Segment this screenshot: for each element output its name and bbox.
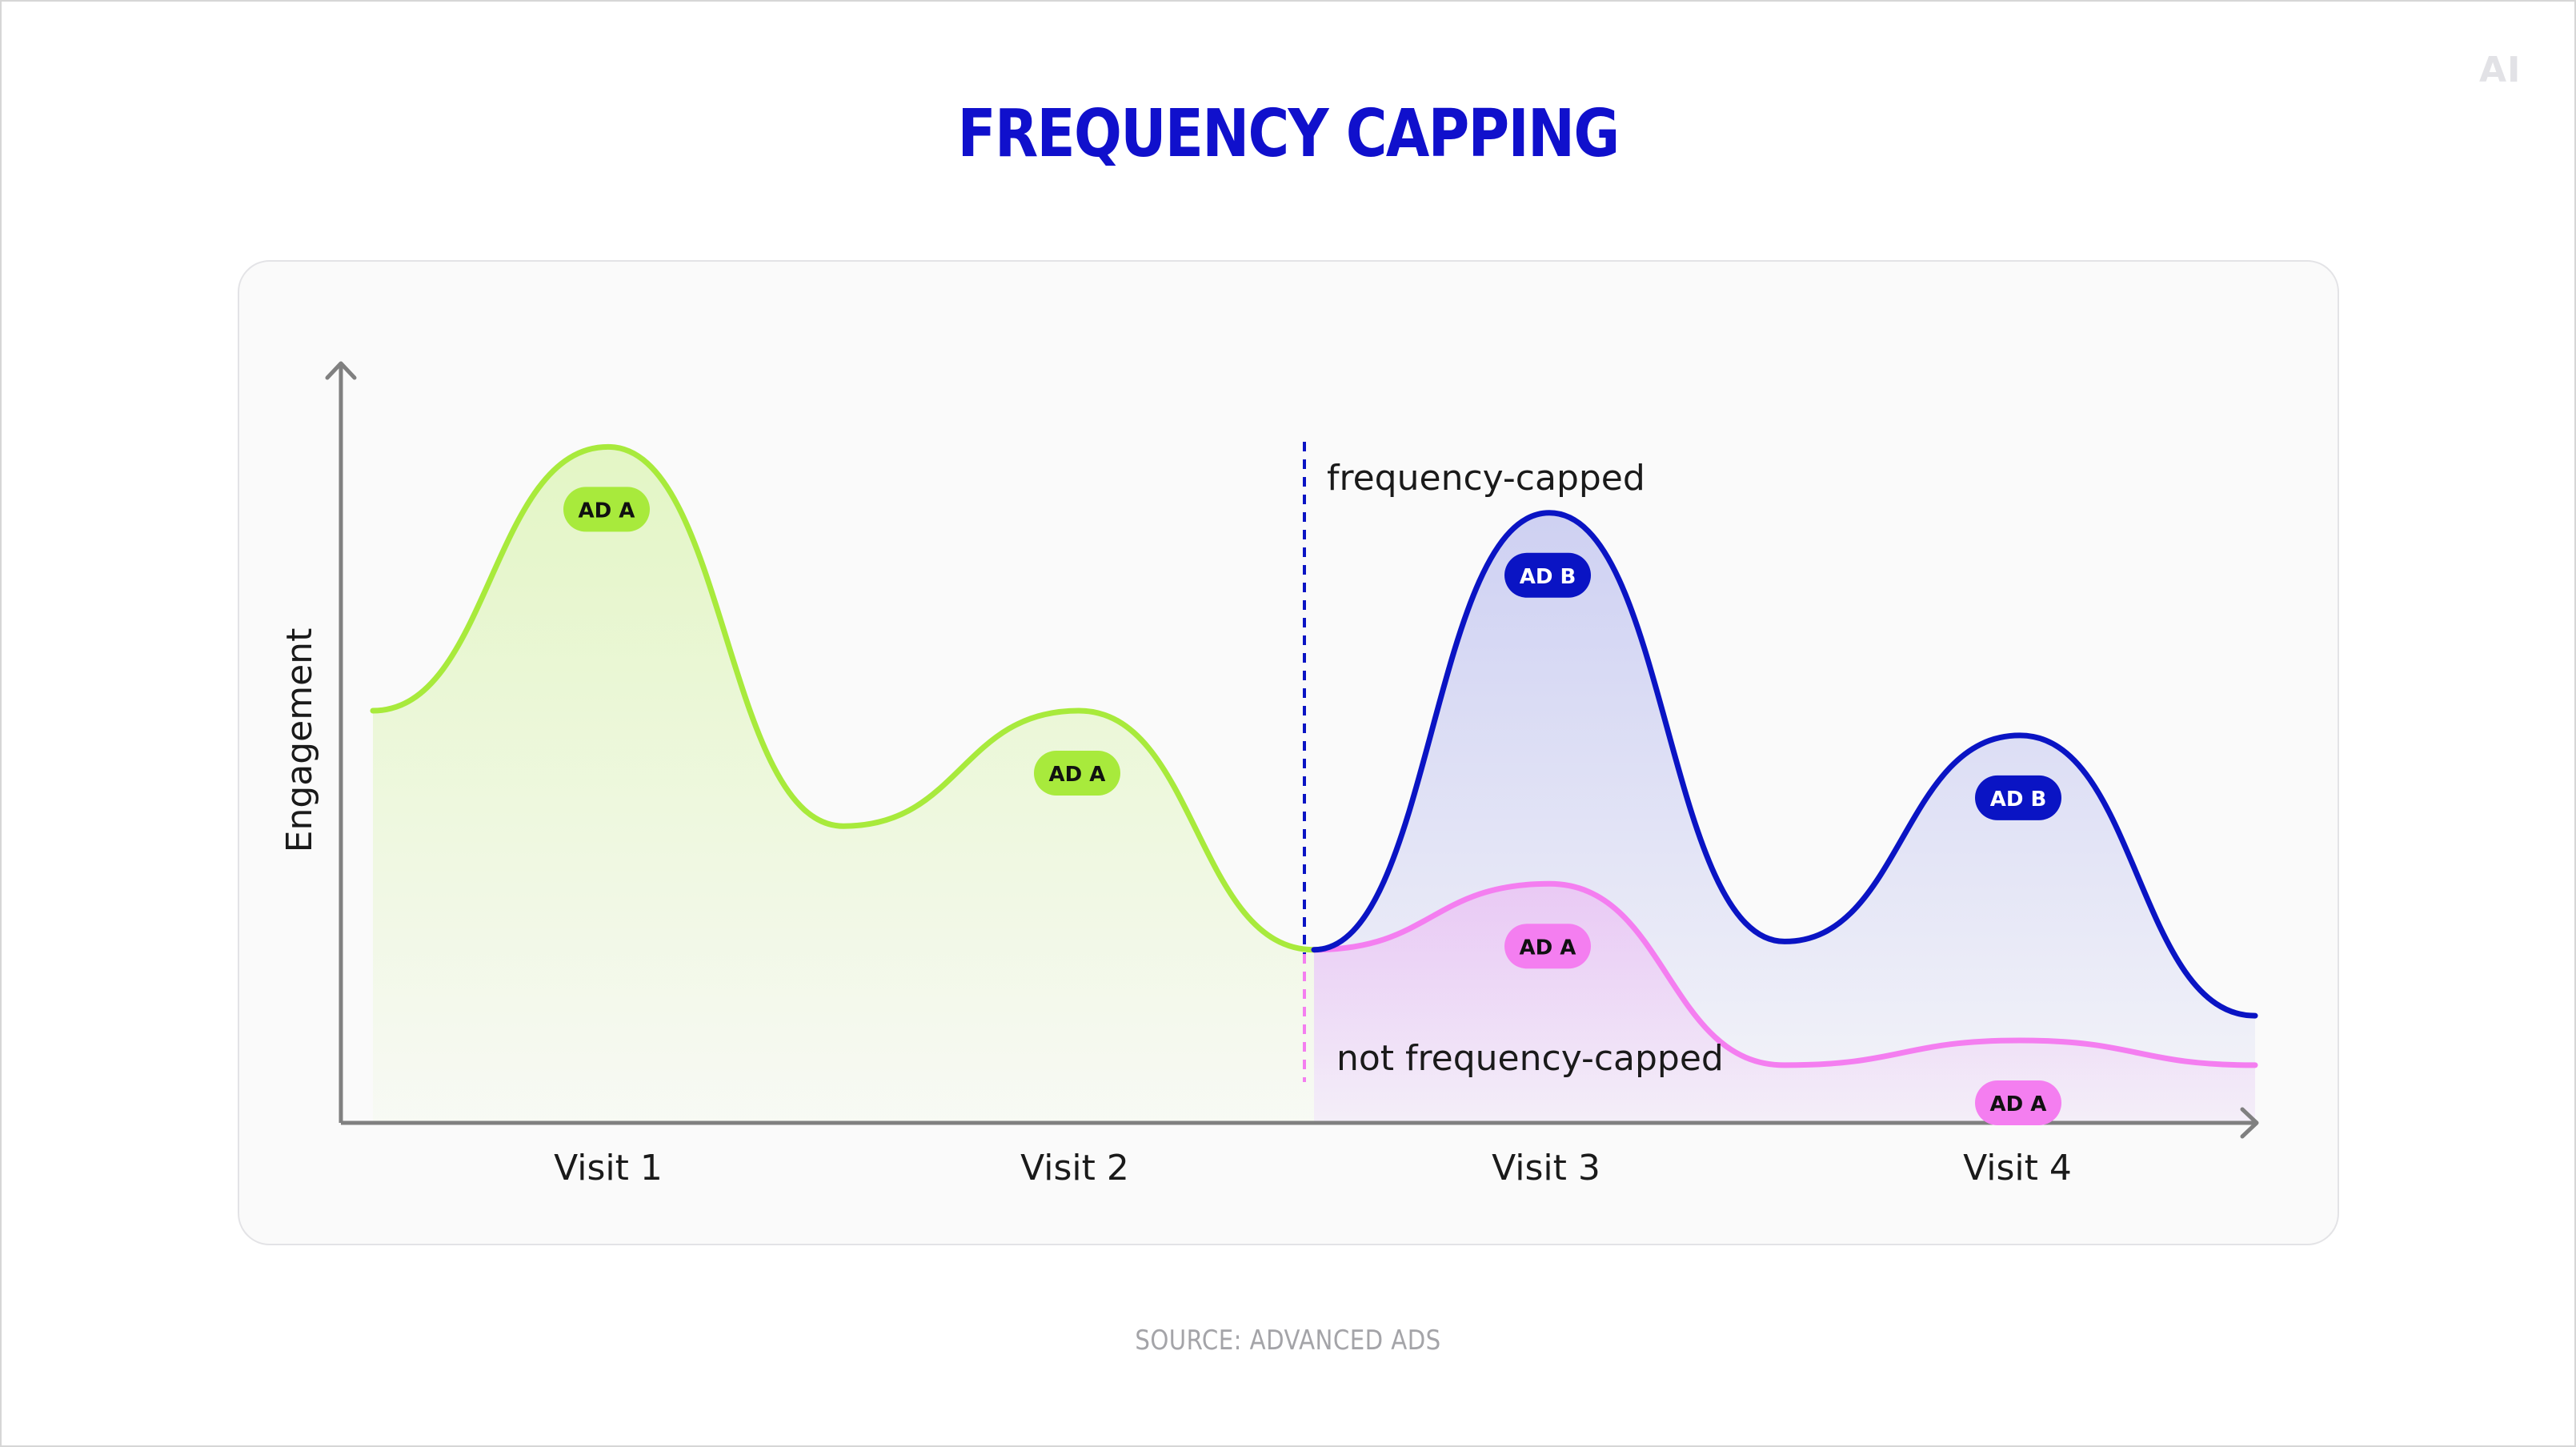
y-axis-label: Engagement — [279, 628, 320, 853]
badge-label: AD A — [1520, 936, 1576, 960]
series-line-capped — [1311, 510, 2258, 1019]
badge-pill — [563, 487, 650, 532]
x-axis-arrow-icon — [2240, 1107, 2259, 1139]
source-note: SOURCE: ADVANCED ADS — [1135, 1325, 1441, 1357]
badge-label: AD A — [579, 499, 635, 523]
ad-badges: AD A AD A AD B AD B AD A AD A — [563, 487, 2061, 1125]
badge-label: AD B — [1990, 788, 2047, 812]
ad-badge-a-pink-4: AD A — [1504, 924, 1591, 969]
badge-label: AD A — [1049, 763, 1106, 787]
x-tick-visit-1: Visit 1 — [554, 1148, 663, 1188]
x-tick-visit-3: Visit 3 — [1492, 1148, 1600, 1188]
frequency-capped-label: frequency-capped — [1327, 458, 1645, 499]
chart-axes — [325, 361, 2259, 1139]
x-tick-visit-4: Visit 4 — [1963, 1148, 2072, 1188]
series-fill-before — [373, 447, 1314, 1123]
not-frequency-capped-label: not frequency-capped — [1336, 1038, 1724, 1079]
series-lines — [370, 443, 2258, 1068]
series-fills — [373, 447, 2255, 1123]
chart-labels: Engagement Visit 1 Visit 2 Visit 3 Visit… — [279, 458, 2072, 1188]
badge-pill — [1504, 924, 1591, 969]
badge-label: AD B — [1520, 565, 1576, 589]
badge-pill — [1975, 1080, 2061, 1125]
ai-logo: AI — [2479, 50, 2522, 90]
ad-badge-b-blue-3: AD B — [1975, 775, 2061, 820]
badge-pill — [1504, 552, 1591, 598]
ad-badge-a-green-1: AD A — [1034, 751, 1120, 796]
ad-badge-b-blue-2: AD B — [1504, 552, 1591, 598]
y-axis-arrow-icon — [325, 361, 357, 380]
x-tick-visit-2: Visit 2 — [1020, 1148, 1129, 1188]
ad-badge-a-green-0: AD A — [563, 487, 650, 532]
page-title: FREQUENCY CAPPING — [957, 96, 1620, 172]
series-line-not-capped — [1311, 880, 2258, 1068]
badge-label: AD A — [1990, 1092, 2047, 1116]
ad-badge-a-pink-5: AD A — [1975, 1080, 2061, 1125]
series-line-before — [370, 443, 1317, 953]
badge-pill — [1975, 775, 2061, 820]
badge-pill — [1034, 751, 1120, 796]
